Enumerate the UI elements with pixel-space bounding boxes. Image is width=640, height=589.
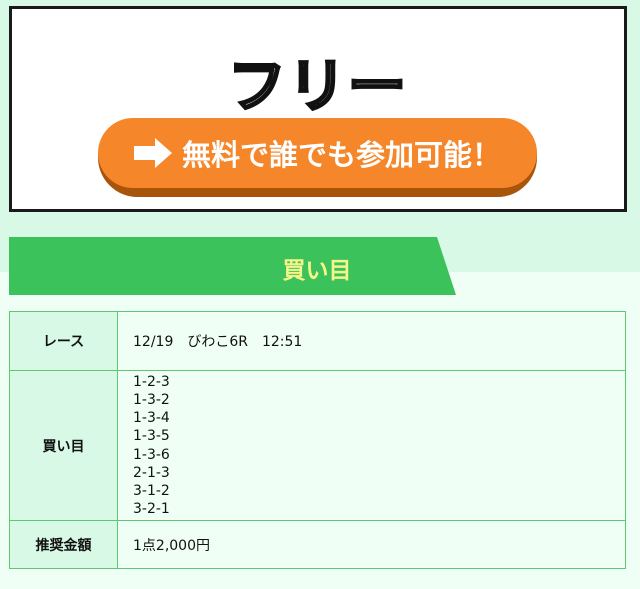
arrow-right-icon <box>133 138 174 168</box>
pick-item: 3-2-1 <box>133 501 170 518</box>
picks-table: レース 12/19 びわこ6R 12:51 買い目 1-2-3 1-3-2 1-… <box>9 311 626 569</box>
pick-item: 2-1-3 <box>133 464 170 481</box>
pick-item: 1-2-3 <box>133 373 170 390</box>
section-heading: 買い目 <box>9 237 456 295</box>
table-row: 推奨金額 1点2,000円 <box>9 520 626 569</box>
race-value: 12/19 びわこ6R 12:51 <box>117 311 626 371</box>
race-label: レース <box>9 311 118 371</box>
table-row: レース 12/19 びわこ6R 12:51 <box>9 311 626 371</box>
pick-item: 1-3-6 <box>133 446 170 463</box>
section-heading-text: 買い目 <box>282 258 352 284</box>
banner-title: フリー <box>226 51 408 122</box>
free-banner: フリー 無料で誰でも参加可能！ <box>9 6 627 212</box>
amount-value: 1点2,000円 <box>117 520 626 569</box>
pick-item: 1-3-5 <box>133 428 170 445</box>
pick-item: 1-3-2 <box>133 391 170 408</box>
picks-label: 買い目 <box>9 370 118 521</box>
join-free-button[interactable]: 無料で誰でも参加可能！ <box>98 118 537 197</box>
cta-label: 無料で誰でも参加可能！ <box>181 138 501 172</box>
table-row: 買い目 1-2-3 1-3-2 1-3-4 1-3-5 1-3-6 2-1-3 … <box>9 370 626 521</box>
amount-label: 推奨金額 <box>9 520 118 569</box>
pick-item: 1-3-4 <box>133 410 170 427</box>
picks-values: 1-2-3 1-3-2 1-3-4 1-3-5 1-3-6 2-1-3 3-1-… <box>117 370 626 521</box>
pick-item: 3-1-2 <box>133 482 170 499</box>
